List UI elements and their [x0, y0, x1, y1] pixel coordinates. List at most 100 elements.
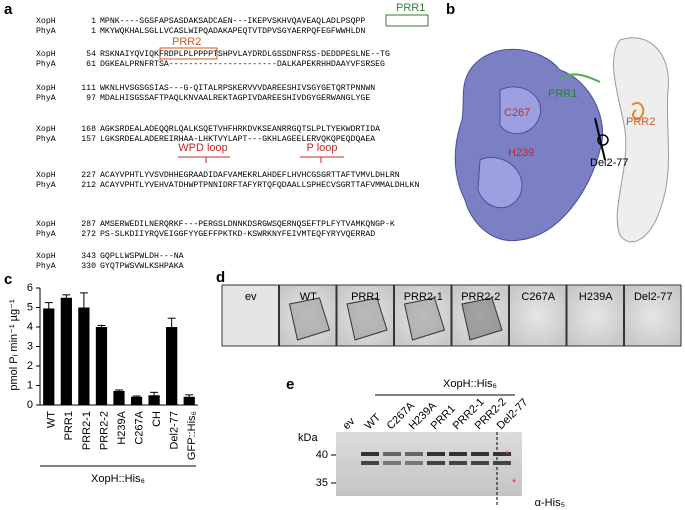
asterisk: * [512, 477, 517, 489]
blot-header: XopH::His₆ [443, 378, 497, 390]
band [449, 452, 467, 456]
y-tick-label: 3 [27, 340, 33, 352]
sequence-name: XopH [36, 84, 56, 93]
structure-label: C267 [504, 107, 530, 119]
marker-label: 35 [316, 477, 328, 489]
sequence-start: 227 [81, 171, 96, 180]
sequence: RSKNAIYQVIQKFRDPLPLPPPPTSHPVLAYDRDLGSSDN… [100, 50, 390, 59]
band [405, 461, 423, 465]
band [405, 452, 423, 456]
micrograph-label: C267A [521, 291, 555, 303]
x-tick-label: C267A [133, 410, 145, 444]
panel-letter: b [446, 1, 455, 18]
sequence-name: PhyA [36, 134, 56, 144]
x-tick-label: GFP::His₆ [186, 411, 198, 460]
sequence-start: 287 [81, 220, 96, 229]
sequence: GYQTPWSVWLKSHPAKA [100, 262, 184, 271]
y-tick-label: 1 [27, 379, 33, 391]
panel-letter: a [4, 1, 13, 18]
micrograph [394, 284, 452, 347]
sequence-name: PhyA [36, 180, 56, 190]
cell-outline [346, 297, 388, 341]
micrograph [509, 284, 567, 347]
bar [166, 327, 178, 405]
bar [43, 308, 55, 405]
band [383, 461, 401, 465]
sequence-start: 61 [86, 60, 96, 69]
x-tick-label: WT [46, 411, 58, 428]
micrograph-label: Del2-77 [634, 291, 673, 303]
sequence-name: PhyA [36, 261, 56, 271]
sequence-name: XopH [36, 220, 56, 229]
sequence: ACAYVPHTLYVEHVATDHWPTPNNIDRFTAFYRTQFQDAA… [100, 181, 419, 190]
sequence-start: 1 [91, 27, 96, 36]
cell-outline [403, 297, 446, 341]
sequence: WKNLHVSGSGSIAS---G-QITALRPSKERVVVDAREESH… [100, 84, 375, 93]
bar [95, 327, 108, 405]
cell-outline [461, 297, 503, 341]
band [361, 452, 379, 456]
band [493, 461, 511, 465]
x-tick-label: PRR2-1 [81, 411, 93, 450]
sequence-start: 168 [81, 125, 96, 134]
sequence-name: XopH [36, 17, 56, 26]
sequence: GQPLLWSPWLDH---NA [100, 252, 184, 261]
annotation: P loop [307, 142, 338, 154]
sequence-start: 343 [81, 252, 96, 261]
bar [148, 395, 160, 405]
annotation: PRR1 [396, 2, 425, 14]
y-tick-label: 2 [27, 360, 33, 372]
y-axis-label: pmol Pᵢ min⁻¹ µg⁻¹ [8, 299, 20, 391]
sequence-start: 111 [81, 84, 96, 93]
sequence-start: 157 [81, 135, 96, 144]
x-tick-label: Del2-77 [169, 411, 181, 450]
sequence-name: XopH [36, 125, 56, 134]
antibody-label: α-His₅ [535, 497, 565, 509]
sequence: AGKSRDEALADEQQRLQALKSQETVHFHRKDVKSEANRRG… [100, 125, 380, 134]
bar [183, 396, 195, 405]
x-tick-label: H239A [116, 410, 128, 444]
structure-label: H239 [508, 147, 534, 159]
micrograph [624, 284, 682, 347]
micrograph-label: ev [245, 291, 257, 303]
lane-label: ev [341, 415, 358, 432]
sequence-start: 212 [81, 181, 96, 190]
structure-label: Del2-77 [590, 157, 629, 169]
sequence-start: 330 [81, 262, 96, 271]
cell-outline [288, 297, 331, 341]
annotation: PRR2 [172, 36, 201, 48]
band [361, 461, 379, 465]
structure-label: PRR2 [626, 116, 655, 128]
annotation: WPD loop [178, 142, 228, 154]
kda-label: kDa [298, 432, 318, 444]
prr2-box [159, 47, 218, 60]
micrograph-label: PRR2-1 [404, 291, 443, 303]
band [471, 452, 489, 456]
sequence: PS-SLKDIIYRQVEIGGFYYGEFFPKTKD-KSWRKNYFEI… [100, 230, 375, 239]
band [449, 461, 467, 465]
prr1-box [385, 14, 429, 27]
y-tick-label: 6 [27, 282, 33, 294]
sequence: DGKEALPRNFRTSA----------------------DALK… [100, 60, 385, 69]
sequence-name: PhyA [36, 93, 56, 103]
micrograph [451, 284, 509, 347]
lane-label: WT [363, 411, 384, 432]
sequence-start: 272 [81, 230, 96, 239]
sequence-name: XopH [36, 50, 56, 59]
bar [130, 396, 143, 405]
micrograph-label: H239A [579, 291, 613, 303]
x-tick-label: CH [151, 411, 163, 427]
sequence-name: PhyA [36, 229, 56, 239]
sequence-name: PhyA [36, 59, 56, 69]
sequence-name: PhyA [36, 26, 56, 36]
micrograph-label: PRR1 [351, 291, 380, 303]
x-tick-label: PRR2-2 [98, 411, 110, 450]
x-tick-label: PRR1 [63, 411, 75, 440]
y-tick-label: 5 [27, 301, 33, 313]
sequence: MPNK----SGSFAPSASDAKSADCAEN---IKEPVSKHVQ… [100, 17, 365, 26]
y-tick-label: 4 [27, 321, 33, 333]
sequence: MKYWQKHALSGLLVCASLWIPQADAKAPEQTVTDPVSGYA… [100, 27, 365, 36]
micrograph-label: PRR2-2 [461, 291, 500, 303]
protein-structure [454, 37, 669, 243]
